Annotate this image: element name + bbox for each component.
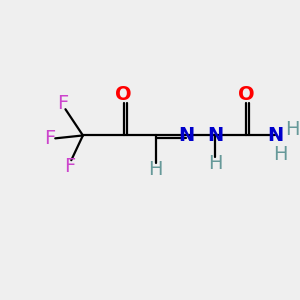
- Text: H: H: [148, 160, 163, 179]
- Text: N: N: [207, 126, 224, 145]
- Text: F: F: [44, 129, 56, 148]
- Text: H: H: [208, 154, 223, 173]
- Text: N: N: [267, 126, 283, 145]
- Text: H: H: [273, 145, 288, 164]
- Text: H: H: [285, 120, 299, 139]
- Text: O: O: [116, 85, 132, 104]
- Text: F: F: [64, 157, 75, 176]
- Text: N: N: [178, 126, 194, 145]
- Text: F: F: [58, 94, 69, 113]
- Text: O: O: [238, 85, 254, 104]
